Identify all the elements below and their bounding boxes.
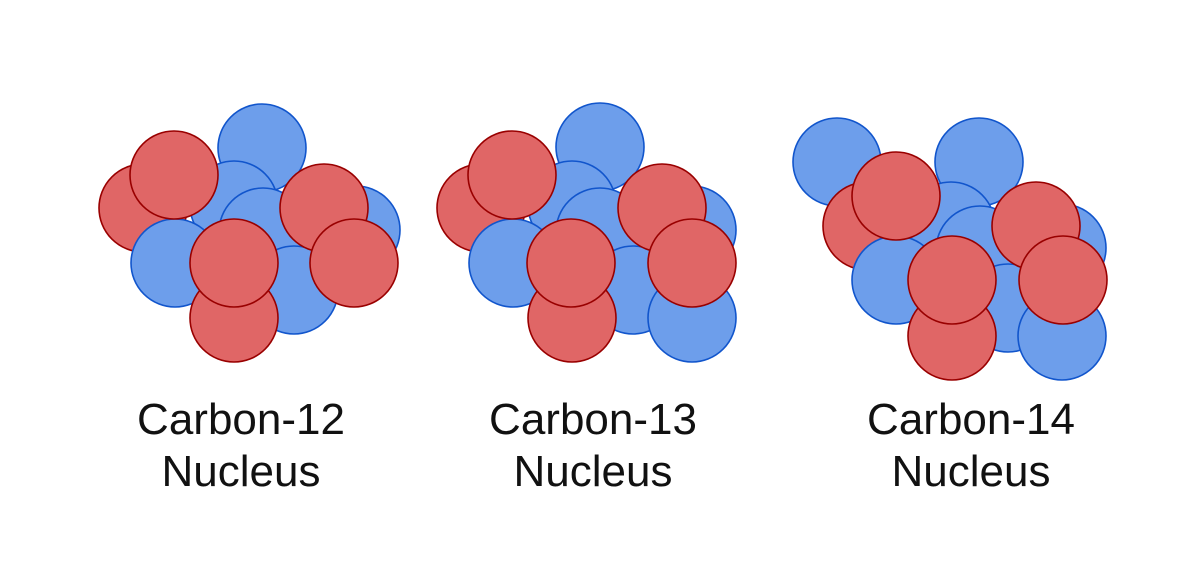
nucleus-carbon-12 [98, 103, 401, 363]
proton-6 [647, 218, 737, 308]
proton-5 [189, 218, 279, 308]
proton-3 [851, 151, 941, 241]
nucleus-carbon-13 [436, 102, 737, 363]
proton-3 [129, 130, 219, 220]
caption-carbon-12-line2: Nucleus [162, 447, 321, 496]
proton-5 [526, 218, 616, 308]
caption-carbon-13-line2: Nucleus [514, 447, 673, 496]
proton-3 [467, 130, 557, 220]
caption-carbon-12-line1: Carbon-12 [137, 395, 345, 444]
proton-6 [309, 218, 399, 308]
nucleus-carbon-14 [792, 117, 1108, 381]
caption-carbon-14-line1: Carbon-14 [867, 395, 1075, 444]
caption-carbon-14-line2: Nucleus [892, 447, 1051, 496]
caption-carbon-13-line1: Carbon-13 [489, 395, 697, 444]
proton-6 [1018, 235, 1108, 325]
proton-5 [907, 235, 997, 325]
